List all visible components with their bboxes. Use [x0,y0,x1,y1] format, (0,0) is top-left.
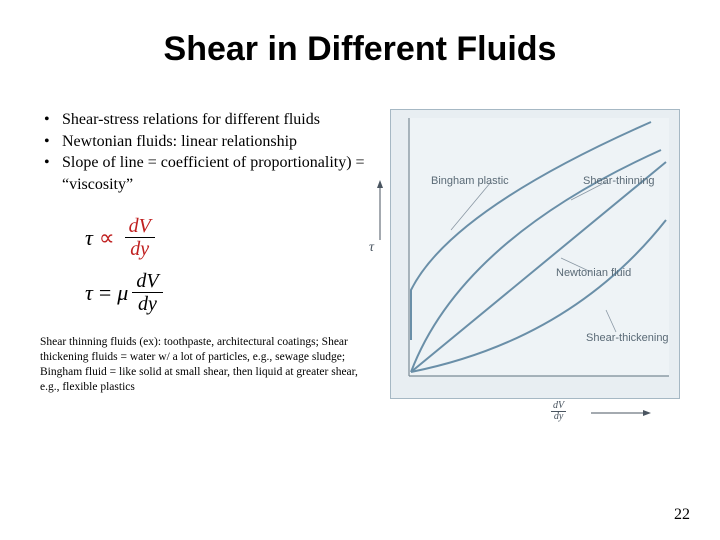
bullet-item: Newtonian fluids: linear relationship [40,131,380,153]
equals-symbol: = [99,280,111,306]
mu-symbol: μ [117,280,128,306]
label-newtonian: Newtonian fluid [556,267,631,279]
numerator: dV [132,270,162,293]
proportional-symbol: ∝ [99,225,115,251]
label-thinning: Shear-thinning [583,175,655,187]
right-column: Bingham plastic Shear-thinning Newtonian… [390,109,680,399]
equations-block: τ ∝ dV dy τ = μ dV dy [85,215,380,315]
shear-chart: Bingham plastic Shear-thinning Newtonian… [390,109,680,399]
label-bingham: Bingham plastic [431,175,509,187]
x-axis-arrow-icon [591,408,651,418]
bullet-item: Slope of line = coefficient of proportio… [40,152,380,195]
footnote-text: Shear thinning fluids (ex): toothpaste, … [40,335,380,395]
y-axis-arrow-icon [375,180,385,240]
denominator: dy [126,238,153,260]
tau-symbol: τ [85,225,93,251]
content-row: Shear-stress relations for different flu… [40,109,680,399]
bullet-list: Shear-stress relations for different flu… [40,109,380,195]
page-number: 22 [674,506,690,524]
y-axis-label: τ [369,240,374,256]
numerator: dV [125,215,155,238]
equation-1: τ ∝ dV dy [85,215,380,260]
fraction: dV dy [125,215,155,260]
fraction: dV dy [132,270,162,315]
tau-symbol: τ [85,280,93,306]
equation-2: τ = μ dV dy [85,270,380,315]
denominator: dy [134,293,161,315]
label-thickening: Shear-thickening [586,332,669,344]
x-axis-label: dV dy [551,401,566,422]
bullet-item: Shear-stress relations for different flu… [40,109,380,131]
left-column: Shear-stress relations for different flu… [40,109,380,395]
slide-title: Shear in Different Fluids [40,30,680,69]
